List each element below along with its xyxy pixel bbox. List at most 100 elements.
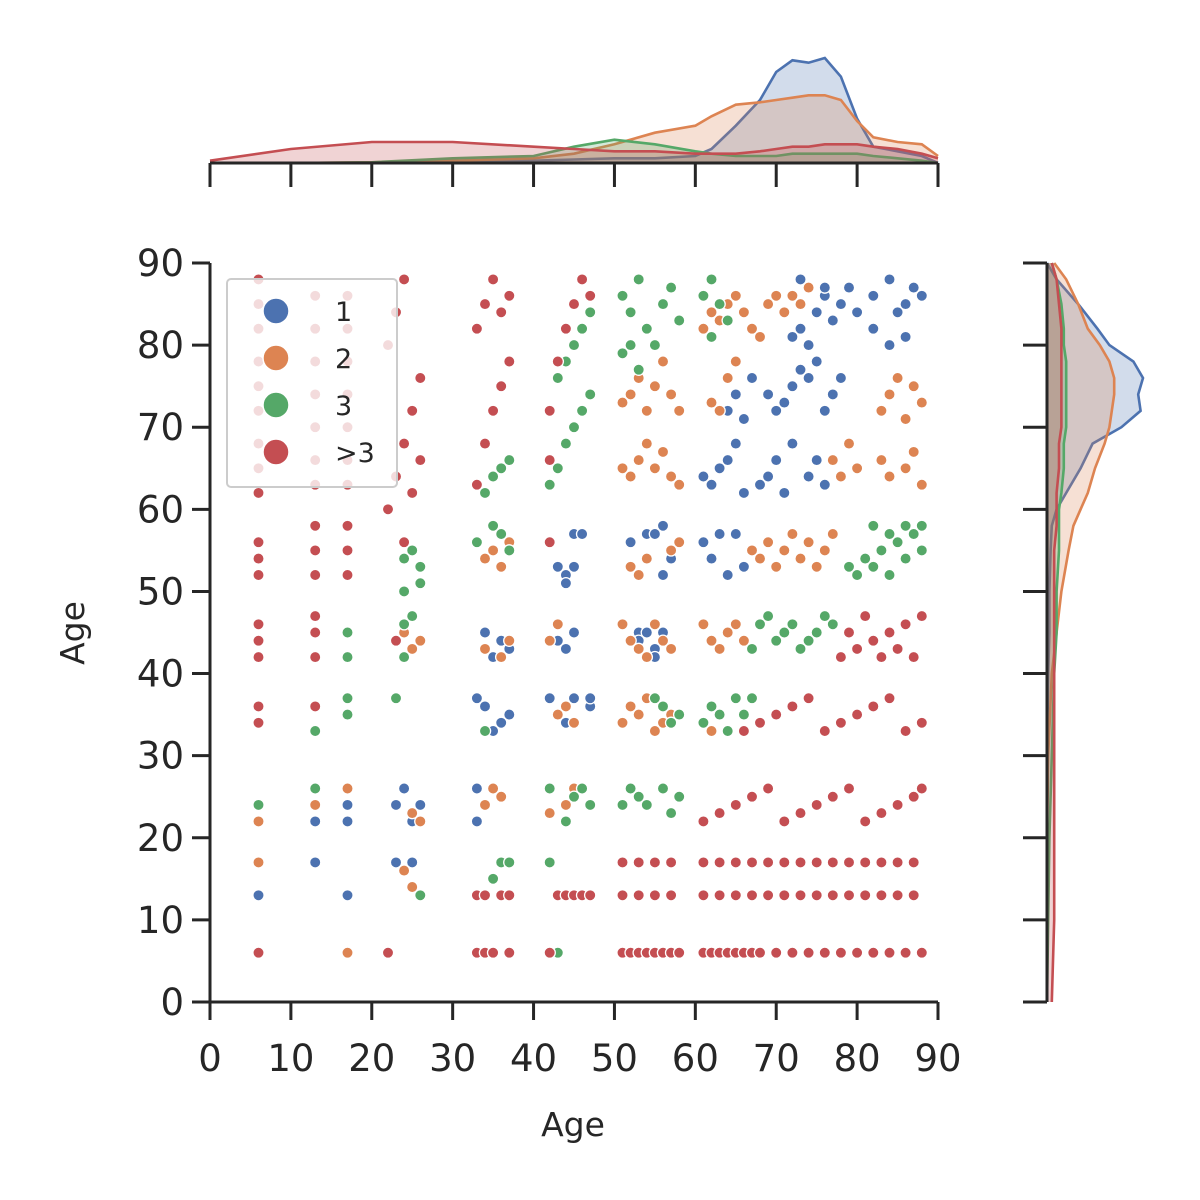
scatter-point-gt3 xyxy=(616,889,629,902)
scatter-point-2 xyxy=(826,453,840,467)
scatter-point-gt3 xyxy=(778,889,791,902)
top-kde-line-1 xyxy=(210,56,939,165)
scatter-point-gt3 xyxy=(867,634,880,647)
scatter-point-3 xyxy=(478,724,492,738)
scatter-point-2 xyxy=(494,790,508,803)
legend-label-2: 2 xyxy=(335,344,352,375)
scatter-point-1 xyxy=(834,297,848,311)
scatter-point-gt3 xyxy=(826,790,840,803)
scatter-point-gt3 xyxy=(745,889,759,902)
scatter-point-3 xyxy=(308,724,322,738)
scatter-point-gt3 xyxy=(842,782,856,795)
scatter-point-gt3 xyxy=(494,306,508,319)
scatter-point-gt3 xyxy=(697,815,710,828)
scatter-point-gt3 xyxy=(494,379,508,393)
scatter-point-1 xyxy=(745,371,759,385)
x-tick-label: 80 xyxy=(834,1037,881,1080)
scatter-point-1 xyxy=(713,462,726,475)
scatter-point-3 xyxy=(705,273,718,286)
y-tick-label: 60 xyxy=(137,488,184,531)
scatter-point-2 xyxy=(341,946,354,959)
scatter-point-gt3 xyxy=(713,889,726,902)
scatter-point-2 xyxy=(875,404,888,418)
scatter-point-gt3 xyxy=(252,568,265,582)
scatter-point-2 xyxy=(616,716,629,730)
scatter-point-3 xyxy=(559,437,573,450)
scatter-point-2 xyxy=(753,552,767,565)
scatter-point-gt3 xyxy=(252,618,265,631)
x-tick-label: 70 xyxy=(753,1037,800,1080)
scatter-point-2 xyxy=(729,618,743,631)
scatter-point-3 xyxy=(915,544,929,557)
scatter-point-3 xyxy=(891,535,904,549)
scatter-point-gt3 xyxy=(414,453,427,467)
scatter-point-3 xyxy=(405,609,419,623)
scatter-point-2 xyxy=(915,396,929,409)
scatter-point-1 xyxy=(818,404,832,418)
scatter-point-3 xyxy=(672,790,686,803)
scatter-point-gt3 xyxy=(802,946,815,959)
legend-marker-3 xyxy=(262,391,290,419)
scatter-point-gt3 xyxy=(341,568,354,582)
scatter-point-1 xyxy=(842,281,856,294)
scatter-point-gt3 xyxy=(786,700,799,713)
y-tick-label: 40 xyxy=(137,653,184,696)
scatter-point-2 xyxy=(624,470,637,483)
legend-label-3: 3 xyxy=(335,391,352,422)
scatter-point-gt3 xyxy=(818,946,832,959)
y-tick-label: 20 xyxy=(137,817,184,860)
scatter-point-1 xyxy=(753,478,767,491)
scatter-point-2 xyxy=(551,618,565,631)
scatter-point-1 xyxy=(826,314,840,327)
scatter-point-3 xyxy=(899,552,912,565)
scatter-point-2 xyxy=(672,478,686,491)
scatter-point-3 xyxy=(664,716,678,730)
scatter-point-gt3 xyxy=(567,297,581,311)
scatter-point-gt3 xyxy=(381,503,395,516)
scatter-point-2 xyxy=(713,404,726,418)
scatter-point-gt3 xyxy=(341,519,354,533)
scatter-point-3 xyxy=(729,691,743,705)
x-tick-label: 40 xyxy=(510,1037,557,1080)
scatter-point-3 xyxy=(341,691,354,705)
scatter-point-gt3 xyxy=(915,609,929,623)
scatter-point-gt3 xyxy=(252,946,265,959)
scatter-point-3 xyxy=(721,724,734,738)
scatter-point-2 xyxy=(721,371,734,385)
scatter-point-gt3 xyxy=(486,273,500,286)
x-tick-label: 20 xyxy=(348,1037,395,1080)
scatter-point-3 xyxy=(794,642,807,656)
scatter-point-gt3 xyxy=(470,478,484,491)
scatter-point-gt3 xyxy=(397,437,411,450)
scatter-point-gt3 xyxy=(389,634,403,647)
scatter-point-3 xyxy=(697,289,710,303)
scatter-point-3 xyxy=(664,806,678,820)
scatter-point-2 xyxy=(486,782,500,795)
top-kde-line-2 xyxy=(210,94,939,165)
scatter-point-3 xyxy=(616,798,629,812)
top-kde-line-gt3 xyxy=(209,140,939,162)
scatter-point-3 xyxy=(559,815,573,828)
scatter-point-gt3 xyxy=(252,535,265,549)
scatter-point-2 xyxy=(899,412,912,426)
scatter-point-gt3 xyxy=(915,716,929,730)
scatter-point-2 xyxy=(705,724,718,738)
scatter-point-2 xyxy=(769,289,783,303)
scatter-point-gt3 xyxy=(786,946,799,959)
scatter-point-1 xyxy=(567,560,581,574)
scatter-point-2 xyxy=(632,642,645,656)
scatter-point-gt3 xyxy=(867,700,880,713)
scatter-point-3 xyxy=(341,626,354,639)
scatter-point-gt3 xyxy=(794,889,807,902)
scatter-point-1 xyxy=(389,856,403,869)
scatter-point-3 xyxy=(656,297,670,311)
scatter-point-3 xyxy=(389,691,403,705)
scatter-point-2 xyxy=(308,798,322,812)
scatter-point-1 xyxy=(551,560,565,574)
scatter-point-gt3 xyxy=(810,798,823,812)
scatter-point-3 xyxy=(616,347,629,360)
scatter-point-3 xyxy=(850,568,864,582)
scatter-point-1 xyxy=(778,396,791,409)
scatter-point-gt3 xyxy=(543,404,556,418)
scatter-point-2 xyxy=(648,462,662,475)
